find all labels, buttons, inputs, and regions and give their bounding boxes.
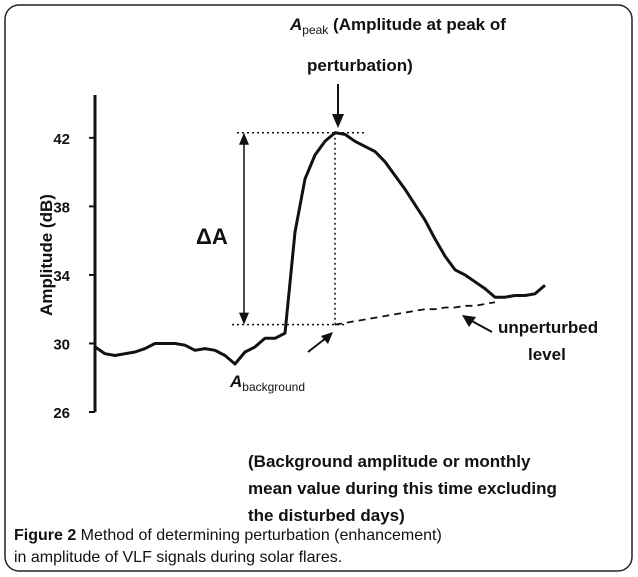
note: the disturbed days) bbox=[248, 506, 405, 525]
unperturbed-label: level bbox=[528, 345, 566, 364]
arrow bbox=[469, 319, 493, 333]
line bbox=[94, 131, 546, 366]
y-axis-label: Amplitude (dB) bbox=[37, 194, 56, 316]
arrow-head bbox=[332, 114, 344, 128]
caption-text: Method of determining perturbation (enha… bbox=[76, 527, 442, 544]
line bbox=[334, 301, 496, 326]
arrow-head bbox=[239, 312, 249, 325]
y-tick-label: 38 bbox=[53, 199, 70, 216]
arrow bbox=[307, 337, 327, 353]
bg-symbol: A bbox=[229, 372, 242, 391]
peak-label: Apeak (Amplitude at peak of bbox=[289, 15, 506, 37]
caption: in amplitude of VLF signals during solar… bbox=[14, 549, 342, 566]
arrow-head bbox=[321, 332, 333, 344]
bg-sub: background bbox=[242, 380, 305, 394]
arrow-head bbox=[462, 315, 476, 327]
y-tick-label: 26 bbox=[53, 405, 70, 422]
caption: Figure 2 Method of determining perturbat… bbox=[14, 527, 442, 544]
frame bbox=[4, 4, 633, 572]
unperturbed-label: unperturbed bbox=[498, 318, 598, 337]
y-tick-label: 42 bbox=[53, 131, 70, 148]
y-tick-label: 30 bbox=[53, 336, 70, 353]
delta-label: ΔA bbox=[196, 224, 228, 249]
note: (Background amplitude or monthly bbox=[248, 452, 531, 471]
peak-text: (Amplitude at peak of bbox=[328, 15, 506, 34]
peak-sub: peak bbox=[302, 23, 329, 37]
note: mean value during this time excluding bbox=[248, 479, 557, 498]
bg-label: Abackground bbox=[229, 372, 305, 394]
peak-label: perturbation) bbox=[307, 56, 413, 75]
caption-label: Figure 2 bbox=[14, 527, 76, 544]
y-tick-label: 34 bbox=[53, 268, 70, 285]
arrow-head bbox=[239, 132, 249, 145]
peak-symbol: A bbox=[289, 15, 302, 34]
